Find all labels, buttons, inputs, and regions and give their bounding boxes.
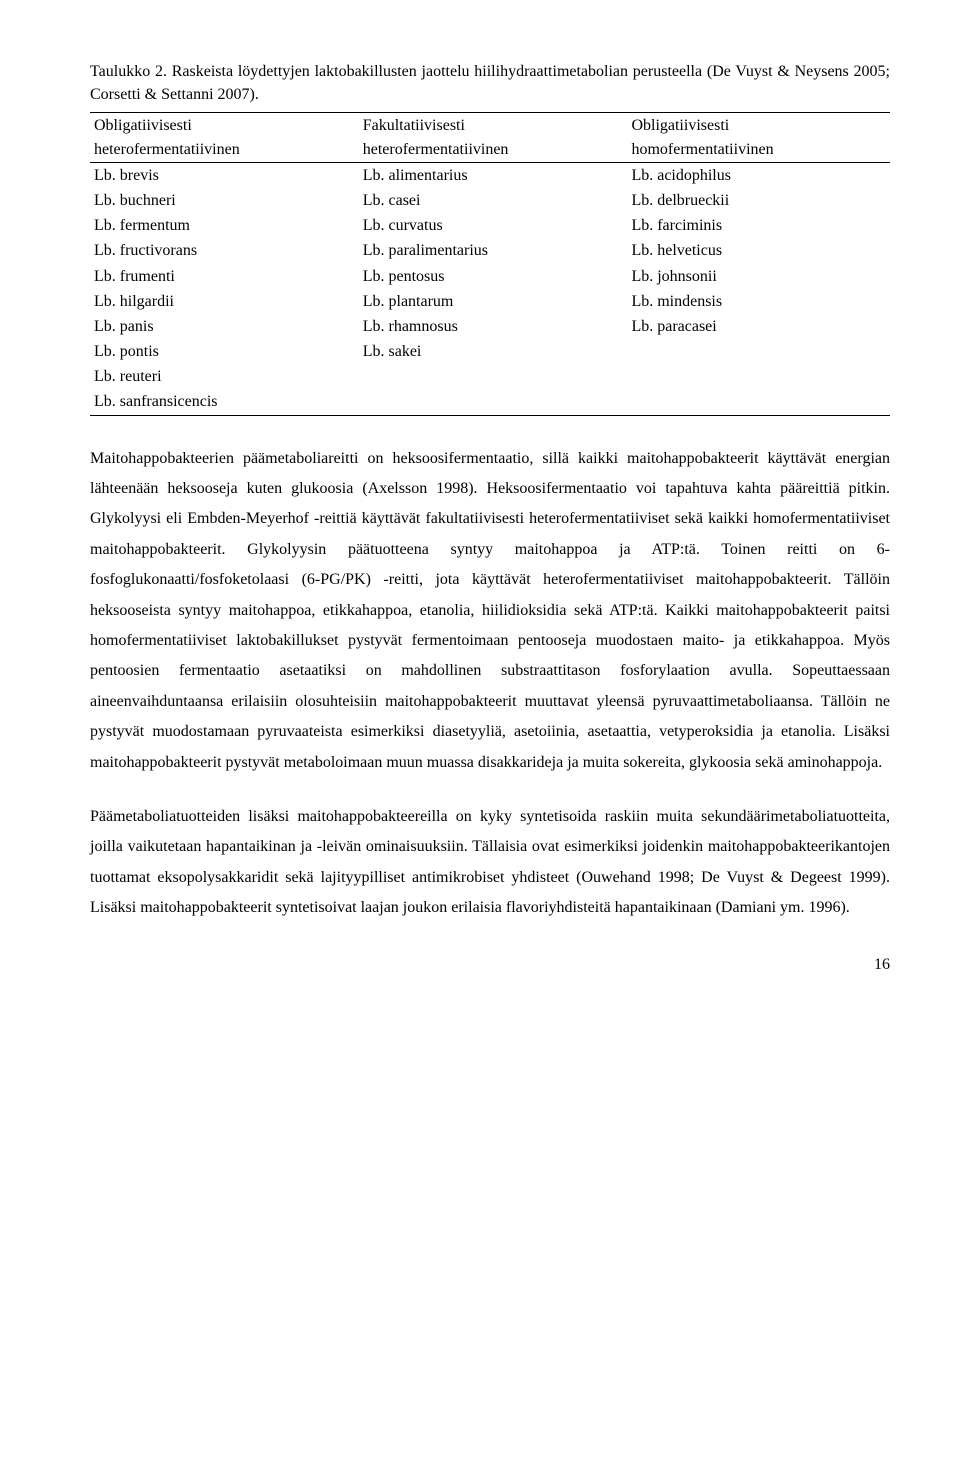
col-header-1-line2: heterofermentatiivinen [363,141,509,158]
table-cell: Lb. reuteri [90,364,359,389]
table-cell: Lb. rhamnosus [359,314,628,339]
col-header-0: Obligatiivisesti heterofermentatiivinen [90,113,359,162]
table-cell [627,339,890,364]
table-row: Lb. pontisLb. sakei [90,339,890,364]
table-cell: Lb. fermentum [90,213,359,238]
table-row: Lb. panisLb. rhamnosusLb. paracasei [90,314,890,339]
table-cell: Lb. sanfransicencis [90,389,359,415]
table-cell [627,364,890,389]
table-row: Lb. frumentiLb. pentosusLb. johnsonii [90,264,890,289]
table-cell: Lb. panis [90,314,359,339]
table-row: Lb. reuteri [90,364,890,389]
col-header-2-line1: Obligatiivisesti [631,117,729,134]
table-row: Lb. fermentumLb. curvatusLb. farciminis [90,213,890,238]
table-cell: Lb. buchneri [90,188,359,213]
paragraph-2: Päämetaboliatuotteiden lisäksi maitohapp… [90,802,890,924]
table-cell: Lb. alimentarius [359,162,628,188]
table-row: Lb. brevisLb. alimentariusLb. acidophilu… [90,162,890,188]
col-header-2-line2: homofermentatiivinen [631,141,773,158]
table-row: Lb. fructivoransLb. paralimentariusLb. h… [90,238,890,263]
table-row: Lb. sanfransicencis [90,389,890,415]
table-cell: Lb. casei [359,188,628,213]
table-cell: Lb. plantarum [359,289,628,314]
table-cell: Lb. acidophilus [627,162,890,188]
table-cell: Lb. paracasei [627,314,890,339]
table-header-row: Obligatiivisesti heterofermentatiivinen … [90,113,890,162]
table-row: Lb. hilgardiiLb. plantarumLb. mindensis [90,289,890,314]
table-cell: Lb. mindensis [627,289,890,314]
table-cell: Lb. johnsonii [627,264,890,289]
table-cell: Lb. paralimentarius [359,238,628,263]
table-cell: Lb. fructivorans [90,238,359,263]
col-header-2: Obligatiivisesti homofermentatiivinen [627,113,890,162]
table-row: Lb. buchneriLb. caseiLb. delbrueckii [90,188,890,213]
table-cell: Lb. curvatus [359,213,628,238]
species-table: Obligatiivisesti heterofermentatiivinen … [90,112,890,415]
col-header-1-line1: Fakultatiivisesti [363,117,465,134]
table-cell: Lb. brevis [90,162,359,188]
table-cell [359,364,628,389]
table-cell: Lb. sakei [359,339,628,364]
table-cell [359,389,628,415]
table-cell: Lb. pentosus [359,264,628,289]
table-cell: Lb. frumenti [90,264,359,289]
col-header-0-line2: heterofermentatiivinen [94,141,240,158]
paragraph-1: Maitohappobakteerien päämetaboliareitti … [90,444,890,778]
table-cell: Lb. helveticus [627,238,890,263]
table-cell: Lb. farciminis [627,213,890,238]
page-number: 16 [90,953,890,976]
table-cell: Lb. delbrueckii [627,188,890,213]
col-header-0-line1: Obligatiivisesti [94,117,192,134]
table-cell: Lb. pontis [90,339,359,364]
col-header-1: Fakultatiivisesti heterofermentatiivinen [359,113,628,162]
table-cell [627,389,890,415]
table-caption: Taulukko 2. Raskeista löydettyjen laktob… [90,60,890,106]
table-cell: Lb. hilgardii [90,289,359,314]
